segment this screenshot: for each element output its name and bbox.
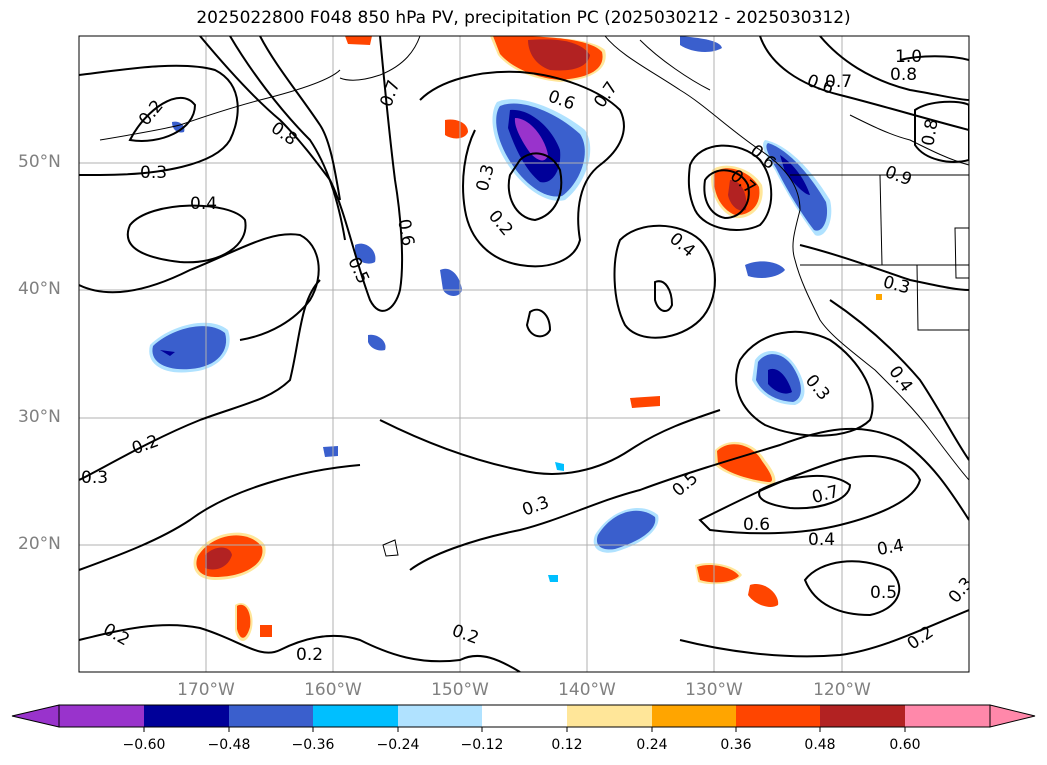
contour-label: 0.4: [808, 530, 835, 550]
contour-label: 0.3: [520, 493, 552, 521]
contour-label: 0.8: [267, 118, 301, 150]
contour-label: 0.8: [918, 117, 942, 147]
colorbar-tick-label: −0.24: [376, 737, 420, 753]
contour-label: 0.3: [81, 468, 108, 488]
lat-label-40n: 40°N: [18, 279, 61, 299]
contour-label: 0.3: [801, 371, 834, 405]
contour-label: 0.3: [140, 163, 167, 183]
contour-label: 1.0: [895, 47, 922, 67]
pv-contours: [79, 36, 969, 672]
contour-label: 0.9: [882, 162, 914, 190]
contour-label: 0.5: [669, 468, 703, 501]
contour-label: 0.2: [296, 645, 323, 665]
colorbar-ticks: [143, 727, 906, 732]
contour-label: 0.2: [100, 620, 133, 651]
lat-label-30n: 30°N: [18, 407, 61, 427]
contour-label: 0.7: [376, 77, 404, 109]
colorbar-tick-label: 0.60: [889, 737, 921, 753]
lon-label-160w: 160°W: [304, 680, 362, 700]
lon-label-170w: 170°W: [177, 680, 235, 700]
colorbar-bin: [567, 705, 652, 727]
colorbar-bin: [398, 705, 482, 727]
contour-label: 0.6: [743, 515, 770, 535]
colorbar-bin: [482, 705, 567, 727]
colorbar-tick-label: −0.12: [460, 737, 504, 753]
colorbar-tick-label: 0.12: [551, 737, 583, 753]
lat-label-20n: 20°N: [18, 534, 61, 554]
contour-label: 0.3: [945, 574, 978, 608]
colorbar-tick-label: 0.36: [720, 737, 752, 753]
contour-label: 0.3: [473, 162, 499, 193]
colorbar-tick-label: 0.48: [804, 737, 836, 753]
map-frame: [78, 35, 970, 673]
lon-label-150w: 150°W: [431, 680, 489, 700]
contour-label: 0.4: [190, 194, 217, 214]
colorbar-bin: [652, 705, 736, 727]
colorbar-tick-label: −0.36: [291, 737, 335, 753]
map-title: 2025022800 F048 850 hPa PV, precipitatio…: [196, 8, 851, 28]
colorbar-bin: [905, 705, 990, 727]
contour-label: 0.4: [884, 362, 916, 396]
colorbar-bin: [820, 705, 905, 727]
colorbar-bin: [313, 705, 398, 727]
contour-label: 0.8: [890, 65, 917, 85]
colorbar: [11, 704, 1036, 732]
colorbar-bin: [59, 705, 144, 727]
contour-label: 0.5: [870, 583, 897, 603]
coastlines: [99, 36, 969, 557]
contour-label: 0.4: [665, 229, 699, 262]
graticule: [79, 36, 969, 672]
lon-label-130w: 130°W: [685, 680, 743, 700]
colorbar-tick-label: −0.48: [207, 737, 251, 753]
colorbar-extend-low: [11, 704, 60, 728]
colorbar-extend-high: [989, 704, 1036, 728]
contour-label: 0.7: [810, 482, 841, 508]
contour-label: 0.2: [484, 206, 517, 240]
contour-label: 0.3: [881, 272, 912, 298]
colorbar-bin: [736, 705, 820, 727]
lon-label-140w: 140°W: [558, 680, 616, 700]
contour-label: 0.6: [393, 218, 417, 248]
lat-label-50n: 50°N: [18, 152, 61, 172]
contour-label: 0.2: [129, 431, 161, 459]
contour-label: 0.2: [449, 621, 481, 649]
colorbar-tick-label: −0.60: [122, 737, 166, 753]
colorbar-bin: [144, 705, 229, 727]
precip-anomaly-shading: [149, 36, 882, 642]
contour-label: 0.4: [875, 536, 905, 560]
contour-label: 0.7: [825, 72, 852, 92]
colorbar-bin: [229, 705, 313, 727]
lon-label-120w: 120°W: [813, 680, 871, 700]
colorbar-tick-label: 0.24: [636, 737, 668, 753]
contour-label: 0.2: [904, 622, 938, 654]
colorbar-frame: [58, 704, 991, 728]
